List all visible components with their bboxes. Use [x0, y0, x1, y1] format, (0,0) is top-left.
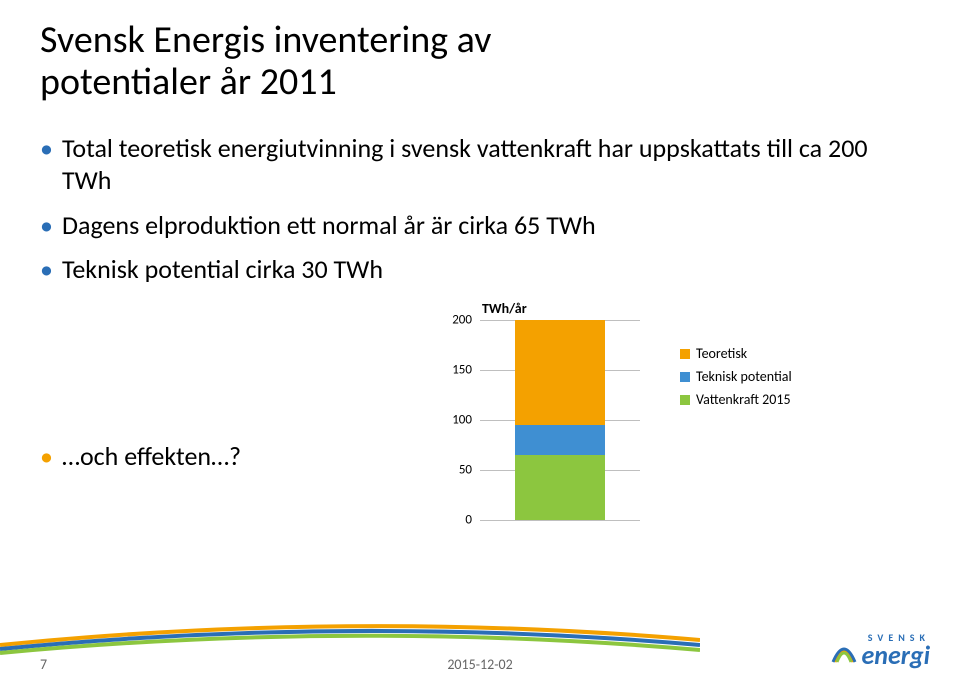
chart-bar-segment: [515, 455, 605, 520]
bullet-item: Teknisk potential cirka 30 TWh: [40, 253, 920, 286]
bullet-list-lower: …och effekten…?: [40, 440, 241, 485]
logo-text-bottom: energi: [861, 644, 930, 667]
chart-ytick-label: 100: [432, 413, 472, 428]
chart-ytick-label: 0: [432, 513, 472, 528]
footer: 7 2015-12-02 SVENSK energi: [0, 605, 960, 685]
chart-legend-label: Teknisk potential: [696, 368, 792, 385]
bullet-item: …och effekten…?: [40, 440, 241, 473]
swoosh-decoration: [0, 615, 700, 655]
bullet-text: …och effekten…?: [62, 440, 241, 472]
chart-legend-swatch: [680, 349, 690, 359]
chart-bar-segment: [515, 425, 605, 455]
chart-legend-item: Vattenkraft 2015: [680, 391, 792, 408]
chart: TWh/år 050100150200 TeoretiskTeknisk pot…: [420, 300, 920, 560]
bullet-text: Dagens elproduktion ett normal år är cir…: [62, 209, 596, 241]
chart-legend-item: Teknisk potential: [680, 368, 792, 385]
logo: SVENSK energi: [831, 631, 930, 667]
logo-icon: [831, 634, 857, 664]
bullet-text: Teknisk potential cirka 30 TWh: [62, 253, 383, 285]
slide-title: Svensk Energis inventering av potentiale…: [40, 20, 920, 104]
slide: Svensk Energis inventering av potentiale…: [0, 0, 960, 685]
title-line-2: potentialer år 2011: [40, 59, 337, 105]
chart-plot-area: 050100150200: [480, 320, 640, 520]
chart-legend-label: Teoretisk: [696, 345, 747, 362]
chart-legend: Teoretisk Teknisk potential Vattenkraft 20…: [680, 345, 792, 414]
chart-legend-label: Vattenkraft 2015: [696, 391, 791, 408]
bullet-text: Total teoretisk energiutvinning i svensk…: [62, 132, 868, 197]
chart-legend-swatch: [680, 395, 690, 405]
footer-date: 2015-12-02: [447, 656, 512, 673]
chart-legend-swatch: [680, 372, 690, 382]
chart-ytick-label: 50: [432, 463, 472, 478]
chart-ytick-label: 150: [432, 363, 472, 378]
title-line-1: Svensk Energis inventering av: [40, 17, 491, 63]
chart-ytick-label: 200: [432, 313, 472, 328]
chart-axis-title: TWh/år: [482, 300, 527, 317]
page-number: 7: [40, 656, 47, 673]
chart-gridline: [480, 520, 640, 521]
chart-legend-item: Teoretisk: [680, 345, 792, 362]
bullet-list: Total teoretisk energiutvinning i svensk…: [40, 132, 920, 286]
bullet-item: Total teoretisk energiutvinning i svensk…: [40, 132, 920, 197]
chart-bar: [515, 320, 605, 520]
chart-bar-segment: [515, 320, 605, 425]
bullet-item: Dagens elproduktion ett normal år är cir…: [40, 209, 920, 242]
